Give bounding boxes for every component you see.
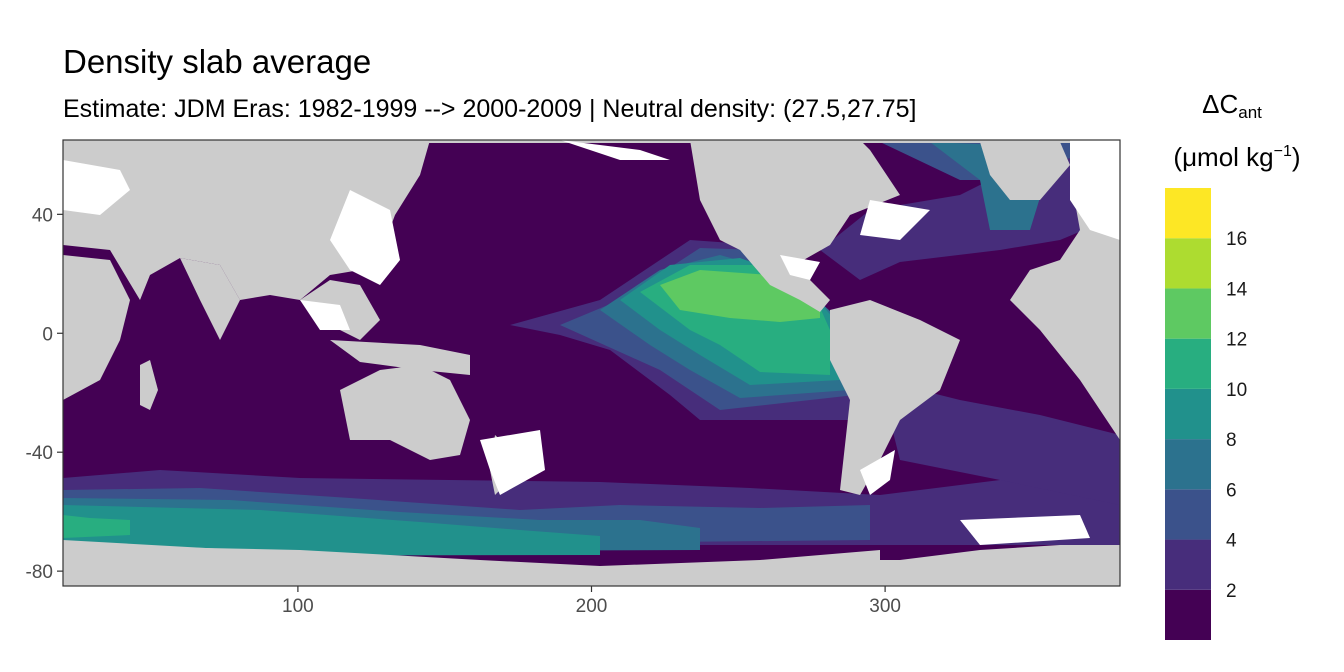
y-tick-label: 0	[42, 324, 53, 345]
legend-title-subscript: ant	[1238, 103, 1262, 122]
chart-title: Density slab average	[63, 43, 372, 80]
legend-tick-label: 2	[1226, 581, 1237, 602]
map-panel	[63, 140, 1120, 586]
legend-color-bin	[1165, 288, 1211, 339]
y-tick-label: -40	[26, 443, 53, 464]
y-tick-label: -80	[26, 562, 53, 583]
legend-tick-label: 6	[1226, 480, 1237, 501]
missing-weddell	[960, 515, 1090, 545]
missing-asia-north	[63, 160, 130, 215]
legend-title-unit-open: (μmol kg	[1173, 142, 1274, 172]
land-india	[180, 258, 240, 340]
legend-title-unit-close: )	[1291, 142, 1301, 172]
legend-color-bin	[1165, 439, 1211, 490]
legend-tick-label: 8	[1226, 430, 1237, 451]
missing-east-pacific-north	[560, 140, 670, 160]
missing-tasman	[480, 430, 545, 495]
land-south-america	[830, 300, 960, 495]
x-tick-label: 100	[282, 596, 314, 617]
legend: 2 4 6 8 10 12 14 16	[1165, 188, 1248, 640]
legend-title-unit-exponent: −1	[1273, 143, 1292, 160]
legend-color-bin	[1165, 489, 1211, 540]
missing-south-america-south	[860, 450, 895, 495]
legend-tick-label: 10	[1226, 380, 1247, 401]
southern-ocean-band-10-12	[63, 515, 130, 538]
x-tick-label: 300	[869, 596, 901, 617]
legend-color-bin	[1165, 539, 1211, 590]
legend-title-unit: (μmol kg−1)	[1152, 134, 1322, 175]
y-tick-label: 40	[32, 205, 53, 226]
land-north-america	[690, 140, 900, 262]
land-australia	[340, 365, 470, 460]
land-africa-east	[63, 255, 130, 400]
legend-tick-label: 12	[1226, 330, 1247, 351]
legend-tick-label: 16	[1226, 229, 1247, 250]
legend-title-symbol: ΔCant	[1172, 86, 1292, 131]
missing-seas-southeast-asia	[300, 300, 350, 330]
missing-data-patches	[63, 140, 1120, 545]
missing-north-america	[860, 200, 930, 240]
missing-east-atlantic	[1070, 140, 1120, 240]
legend-color-bin	[1165, 338, 1211, 389]
land-eurasia	[63, 140, 430, 300]
legend-color-bin	[1165, 188, 1211, 239]
chart-subtitle: Estimate: JDM Eras: 1982-1999 --> 2000-2…	[63, 95, 917, 123]
legend-title-symbol-text: ΔC	[1202, 89, 1239, 119]
land-maritime-continent	[330, 340, 470, 375]
south-atlantic-2-4	[880, 380, 1120, 505]
land-madagascar	[140, 360, 158, 410]
land-central-america	[740, 250, 830, 312]
legend-color-bin	[1165, 388, 1211, 440]
missing-asia-central	[330, 190, 400, 285]
legend-color-bin	[1165, 589, 1211, 640]
legend-tick-label: 4	[1226, 531, 1237, 552]
legend-color-bin	[1165, 238, 1211, 289]
southern-ocean-band-8-10	[63, 505, 600, 556]
x-tick-label: 200	[576, 596, 608, 617]
legend-tick-label: 14	[1226, 279, 1248, 300]
missing-gulf-of-mexico	[780, 255, 820, 280]
land-greenland	[980, 142, 1070, 200]
land-antarctica-east-edge	[63, 540, 1120, 586]
